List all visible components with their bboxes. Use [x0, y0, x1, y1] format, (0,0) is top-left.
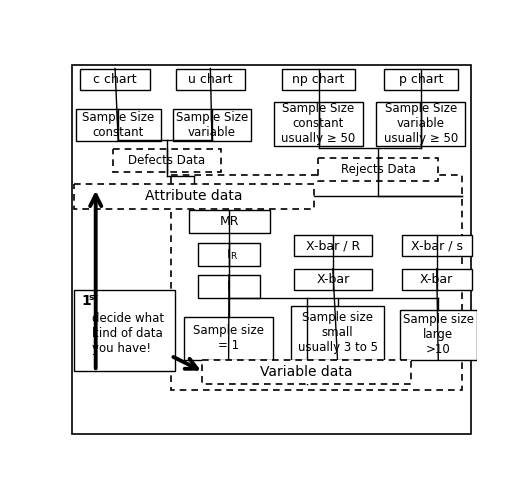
Bar [173, 109, 251, 141]
Bar [184, 317, 273, 360]
Bar [400, 310, 477, 360]
Bar [318, 158, 438, 181]
Bar [171, 175, 462, 390]
Text: Sample Size
variable: Sample Size variable [176, 111, 248, 139]
Text: Sample size
large
>10: Sample size large >10 [403, 313, 474, 356]
Text: Sample Size
constant: Sample Size constant [82, 111, 154, 139]
Text: p chart: p chart [399, 73, 443, 86]
Bar [294, 235, 372, 256]
Text: Sample Size
constant
usually ≥ 50: Sample Size constant usually ≥ 50 [281, 102, 356, 145]
Text: I: I [227, 280, 231, 293]
Text: 1: 1 [82, 294, 92, 308]
Bar [74, 184, 314, 208]
Bar [189, 210, 270, 233]
Text: Sample size
= 1: Sample size = 1 [193, 325, 264, 352]
Text: Sample Size
variable
usually ≥ 50: Sample Size variable usually ≥ 50 [384, 102, 458, 145]
Bar [176, 69, 244, 90]
Text: np chart: np chart [293, 73, 344, 86]
Text: R: R [231, 252, 237, 261]
Bar [198, 275, 260, 298]
Text: decide what
kind of data
you have!: decide what kind of data you have! [92, 312, 164, 355]
Text: Rejects Data: Rejects Data [341, 163, 416, 176]
Text: MR: MR [219, 215, 239, 228]
Text: st: st [89, 293, 99, 302]
Text: c chart: c chart [93, 73, 137, 86]
Bar [202, 360, 411, 384]
Text: Variable data: Variable data [260, 365, 353, 379]
Bar [291, 306, 384, 360]
Text: X-bar: X-bar [316, 273, 349, 286]
Text: u chart: u chart [188, 73, 233, 86]
Bar [198, 243, 260, 266]
Bar [274, 102, 363, 146]
Bar [80, 69, 150, 90]
Bar [384, 69, 457, 90]
Text: I: I [227, 247, 231, 261]
Bar [282, 69, 355, 90]
Bar [294, 269, 372, 290]
Text: Sample size
small
usually 3 to 5: Sample size small usually 3 to 5 [297, 311, 377, 354]
Text: X-bar / s: X-bar / s [411, 239, 463, 252]
Text: X-bar: X-bar [420, 273, 453, 286]
Text: X-bar / R: X-bar / R [306, 239, 360, 252]
Bar [376, 102, 465, 146]
Text: Attribute data: Attribute data [145, 189, 243, 204]
Text: Defects Data: Defects Data [128, 154, 206, 166]
Bar [74, 290, 175, 371]
Bar [402, 269, 472, 290]
Bar [402, 235, 472, 256]
Bar [76, 109, 161, 141]
Bar [113, 149, 221, 172]
